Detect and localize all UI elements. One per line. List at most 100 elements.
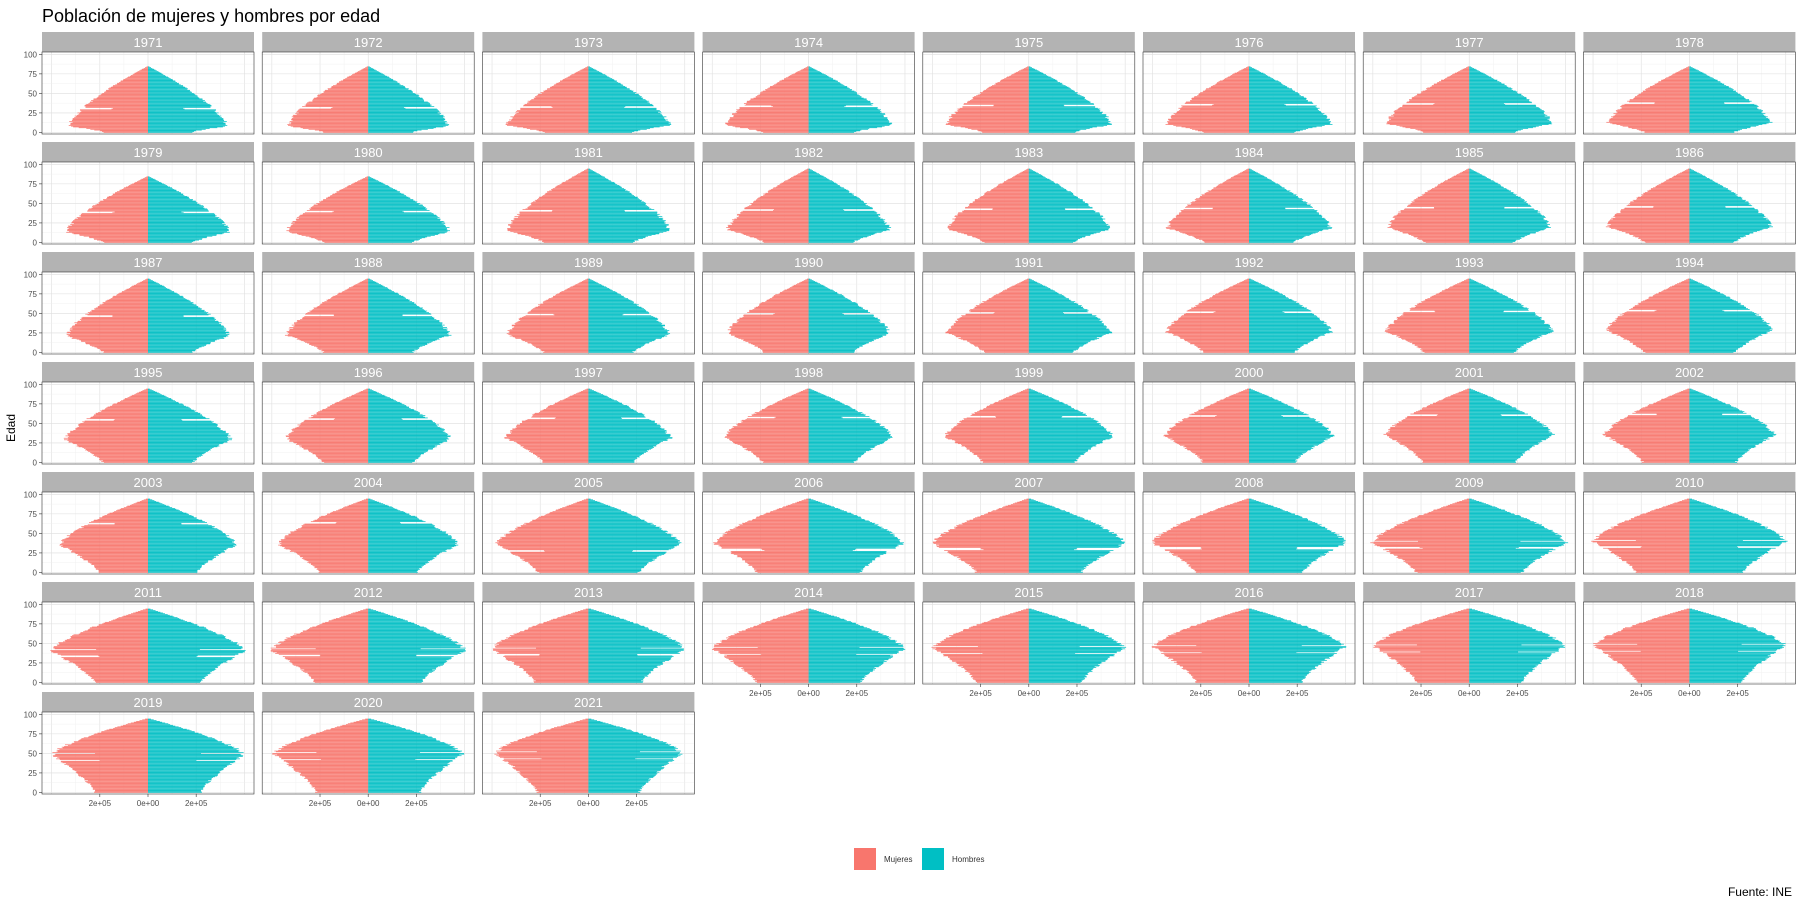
bar-mujeres [320, 350, 369, 352]
bar-hombres [1249, 278, 1251, 280]
bar-mujeres [1661, 79, 1690, 81]
bar-hombres [808, 310, 868, 312]
bar-hombres [1689, 114, 1765, 116]
bar-hombres [148, 334, 228, 336]
bar-hombres [588, 290, 613, 292]
bar-hombres [588, 169, 592, 171]
bar-hombres [1249, 309, 1311, 311]
bar-mujeres [361, 281, 369, 282]
bar-mujeres [1167, 225, 1249, 227]
bar-hombres [808, 323, 885, 325]
bar-mujeres [330, 298, 369, 299]
bar-mujeres [330, 87, 369, 89]
bar-hombres [1028, 323, 1104, 324]
bar-mujeres [965, 313, 1029, 315]
bar-hombres [1469, 205, 1531, 207]
bar-hombres [368, 316, 434, 318]
bar-hombres [808, 110, 882, 112]
bar-mujeres [1608, 221, 1690, 223]
bar-mujeres [68, 228, 148, 229]
bar-mujeres [1642, 90, 1690, 92]
bar-hombres [1689, 112, 1763, 114]
bar-hombres [1469, 114, 1548, 116]
bar-hombres [1028, 204, 1089, 206]
bar-hombres [1689, 324, 1769, 326]
bar-hombres [368, 189, 397, 191]
bar-hombres [588, 117, 665, 118]
bar-hombres [1469, 223, 1548, 225]
bar-mujeres [741, 211, 809, 213]
bar-hombres [588, 336, 665, 338]
bar-mujeres [586, 66, 589, 68]
bar-hombres [368, 112, 438, 114]
bar-hombres [148, 230, 229, 232]
bar-hombres [808, 71, 822, 73]
bar-mujeres [102, 93, 148, 94]
bar-mujeres [1223, 289, 1249, 291]
facet-strip [42, 252, 254, 272]
bar-mujeres [1414, 344, 1470, 345]
bar-mujeres [1199, 303, 1249, 305]
bar-hombres [808, 93, 858, 95]
bar-mujeres [737, 322, 809, 324]
bar-hombres [148, 219, 222, 221]
bar-mujeres [953, 323, 1029, 324]
bar-hombres [1249, 216, 1323, 218]
bar-hombres [1249, 341, 1311, 342]
bar-mujeres [85, 343, 148, 345]
bar-hombres [1249, 320, 1321, 321]
bar-mujeres [1183, 338, 1249, 340]
bar-mujeres [85, 107, 148, 108]
bar-hombres [1249, 327, 1332, 329]
bar-hombres [1689, 210, 1759, 212]
bar-mujeres [743, 339, 809, 341]
bar-mujeres [556, 82, 589, 84]
bar-hombres [1689, 68, 1696, 70]
bar-mujeres [1027, 168, 1029, 170]
bar-mujeres [955, 112, 1029, 114]
bar-hombres [148, 131, 194, 133]
bar-mujeres [1611, 116, 1690, 118]
bar-mujeres [1671, 177, 1690, 178]
bar-hombres [1689, 351, 1736, 353]
bar-mujeres [295, 113, 369, 115]
bar-hombres [1249, 75, 1268, 76]
bar-mujeres [1421, 194, 1470, 196]
bar-hombres [588, 233, 660, 235]
bar-mujeres [948, 333, 1029, 335]
bar-mujeres [743, 340, 809, 342]
panel-border [702, 51, 915, 135]
bar-hombres [368, 345, 423, 347]
bar-hombres [1249, 122, 1331, 124]
bar-hombres [808, 230, 887, 232]
bar-mujeres [1459, 172, 1470, 174]
bar-hombres [588, 195, 635, 196]
bar-hombres [148, 215, 217, 217]
bar-mujeres [521, 339, 589, 341]
bar-mujeres [1606, 328, 1690, 330]
bar-mujeres [141, 178, 148, 180]
bar-mujeres [314, 129, 369, 131]
bar-mujeres [1199, 93, 1249, 94]
bar-hombres [808, 317, 878, 319]
bar-mujeres [1224, 78, 1249, 79]
bar-hombres [1028, 178, 1050, 180]
bar-mujeres [552, 296, 589, 298]
bar-mujeres [291, 221, 369, 223]
bar-mujeres [969, 205, 1029, 207]
bar-hombres [1249, 114, 1324, 115]
bar-hombres [1028, 346, 1080, 348]
bar-hombres [1249, 192, 1292, 193]
bar-hombres [1249, 323, 1324, 324]
bar-mujeres [1013, 176, 1029, 178]
bar-mujeres [125, 186, 148, 188]
bar-hombres [1249, 322, 1327, 324]
bar-mujeres [532, 201, 589, 203]
bar-mujeres [565, 289, 589, 291]
bar-mujeres [1663, 78, 1690, 80]
facet-strip [42, 32, 254, 52]
bar-hombres [808, 237, 864, 239]
bar-mujeres [70, 123, 148, 125]
bar-hombres [1249, 170, 1254, 171]
bar-hombres [368, 338, 440, 340]
